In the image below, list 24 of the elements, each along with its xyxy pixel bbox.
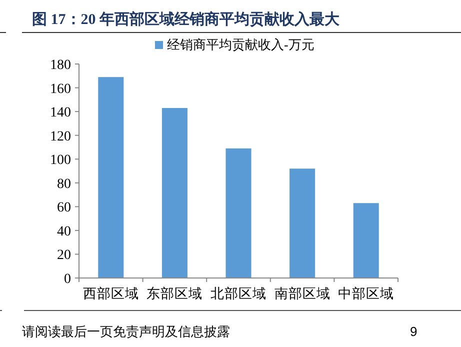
y-tick-label: 0: [64, 272, 71, 287]
bar: [98, 77, 124, 278]
y-tick-label: 140: [50, 106, 71, 121]
y-tick-label: 60: [57, 200, 71, 216]
x-tick-label: 北部区域: [210, 286, 266, 301]
text: 请阅读最后一页免责声明及信息披露: [22, 324, 230, 339]
text: 9: [410, 324, 418, 339]
y-tick-label: 180: [50, 58, 71, 73]
bar: [162, 108, 188, 278]
bar: [290, 168, 316, 278]
y-tick-label: 120: [50, 129, 71, 144]
y-tick-label: 20: [57, 248, 71, 264]
x-tick-label: 中部区域: [338, 286, 394, 301]
x-tick-label: 东部区域: [146, 286, 203, 301]
bar: [226, 148, 252, 278]
chart-title: 图 17：20 年西部区域经销商平均贡献收入最大: [32, 10, 340, 28]
y-tick-label: 40: [57, 224, 71, 240]
x-tick-label: 西部区域: [82, 286, 139, 301]
y-tick-label: 100: [50, 153, 71, 168]
y-tick-label: 80: [57, 176, 71, 192]
y-tick-label: 160: [50, 82, 71, 97]
x-tick-label: 南部区域: [274, 286, 330, 301]
legend-label: 经销商平均贡献收入-万元: [167, 37, 314, 52]
bar: [353, 203, 379, 278]
